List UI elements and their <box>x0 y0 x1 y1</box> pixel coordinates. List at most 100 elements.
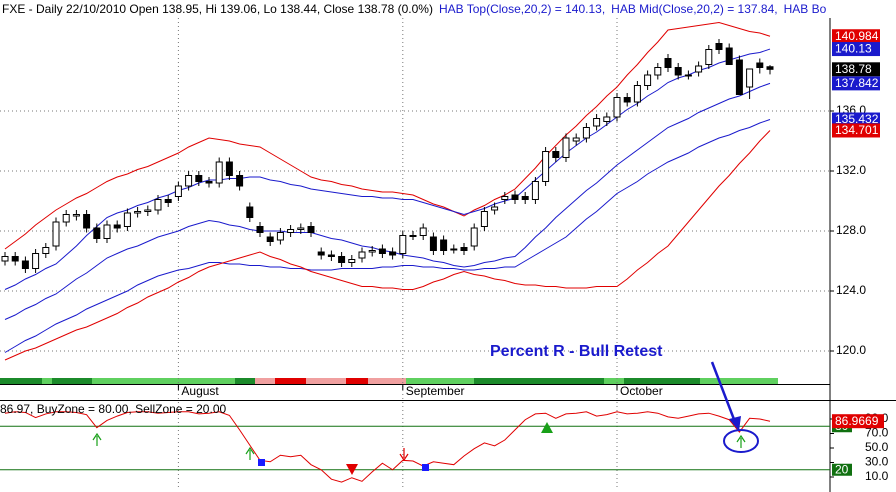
candle-body <box>1 256 9 262</box>
candle-body <box>195 175 203 182</box>
buy-arrow <box>245 446 255 460</box>
y-tick-label: 70.0 <box>865 426 889 440</box>
zone-tag <box>832 463 852 476</box>
legend-entry: HAB Bo <box>784 2 827 16</box>
candle-body <box>429 236 437 251</box>
candle-body <box>42 247 50 254</box>
price-tag-label: 135.432 <box>835 112 879 126</box>
candle-body <box>419 227 427 236</box>
price-tag <box>832 123 880 138</box>
candle-body <box>72 214 80 217</box>
candle-body <box>450 248 458 251</box>
strip-segment <box>0 378 42 384</box>
candle-body <box>399 235 407 254</box>
candle-body <box>378 248 386 254</box>
candle-body <box>93 227 101 239</box>
x-tick-label: August <box>181 384 219 398</box>
strip-segment <box>255 378 275 384</box>
strip-segment <box>700 378 778 384</box>
candle-body <box>705 49 713 65</box>
candle-body <box>715 43 723 50</box>
x-tick-label: October <box>620 384 663 398</box>
candle-body <box>32 253 40 269</box>
sell-arrow <box>399 448 409 462</box>
candle-body <box>11 256 19 262</box>
legend-entry: HAB Mid(Close,20,2) = 137.84, <box>611 2 777 16</box>
buy-arrow <box>736 434 746 448</box>
price-tag <box>832 42 880 57</box>
signal-square <box>258 459 265 466</box>
candle-body <box>766 66 774 70</box>
candle-body <box>603 116 611 122</box>
buy-triangle <box>541 422 553 433</box>
value-tag <box>832 414 884 429</box>
candle-body <box>348 259 356 263</box>
candle-body <box>358 251 366 259</box>
candle-body <box>633 85 641 103</box>
candle-body <box>674 67 682 76</box>
price-tag <box>832 29 880 44</box>
header-clip <box>830 0 896 17</box>
candle-body <box>297 227 305 230</box>
candle-body <box>287 229 295 233</box>
price-tag-label: 140.13 <box>835 42 872 56</box>
candle-body <box>266 236 274 242</box>
candle-body <box>542 151 550 182</box>
trend-strip <box>0 378 778 384</box>
candle-body <box>521 196 529 200</box>
candle-body <box>52 221 60 247</box>
candle-body <box>511 194 519 200</box>
candle-body <box>205 181 213 184</box>
candle-body <box>470 227 478 247</box>
indicator-title: 86.97, BuyZone = 80.00, SellZone = 20.00 <box>0 402 226 416</box>
sell-triangle <box>346 464 358 475</box>
candle-body <box>134 211 142 214</box>
y-tick-label: 128.0 <box>836 223 866 237</box>
candle-body <box>103 224 111 239</box>
candle-body <box>491 206 499 211</box>
candle-body <box>746 68 754 88</box>
candle-body <box>725 47 733 65</box>
candle-body <box>164 199 172 203</box>
strip-segment <box>474 378 604 384</box>
annotation-arrow <box>710 361 737 423</box>
candle-body <box>644 74 652 86</box>
candle-body <box>154 199 162 211</box>
y-tick-label: 50.0 <box>865 440 889 454</box>
candle-body <box>756 62 764 68</box>
price-tag <box>832 112 880 127</box>
strip-segment <box>368 378 406 384</box>
y-tick-label: 132.0 <box>836 163 866 177</box>
arrow-head <box>729 416 741 431</box>
chart-title: FXE - Daily 22/10/2010 Open 138.95, Hi 1… <box>2 2 433 16</box>
strip-segment <box>346 378 368 384</box>
candle-body <box>654 67 662 76</box>
candle-body <box>21 260 29 269</box>
candle-body <box>256 226 264 233</box>
candle-body <box>225 161 233 176</box>
candle-body <box>327 254 335 257</box>
candle-body <box>695 65 703 73</box>
band-line <box>4 21 771 250</box>
candle-body <box>501 196 509 200</box>
candle-body <box>307 226 315 233</box>
annotation-ellipse <box>723 429 759 453</box>
value-tag-label: 86.9669 <box>835 414 879 428</box>
strip-segment <box>235 378 255 384</box>
candle-body <box>531 181 539 200</box>
candle-body <box>593 118 601 127</box>
y-tick-label: 124.0 <box>836 283 866 297</box>
candle-body <box>460 247 468 251</box>
candle-body <box>368 250 376 253</box>
strip-segment <box>92 378 235 384</box>
candle-body <box>613 97 621 118</box>
candle-body <box>144 209 152 212</box>
candle-body <box>480 211 488 227</box>
candle-body <box>562 137 570 158</box>
band-line <box>4 130 771 361</box>
strip-segment <box>604 378 624 384</box>
candle-body <box>317 251 325 256</box>
price-tag-label: 137.842 <box>835 76 879 90</box>
